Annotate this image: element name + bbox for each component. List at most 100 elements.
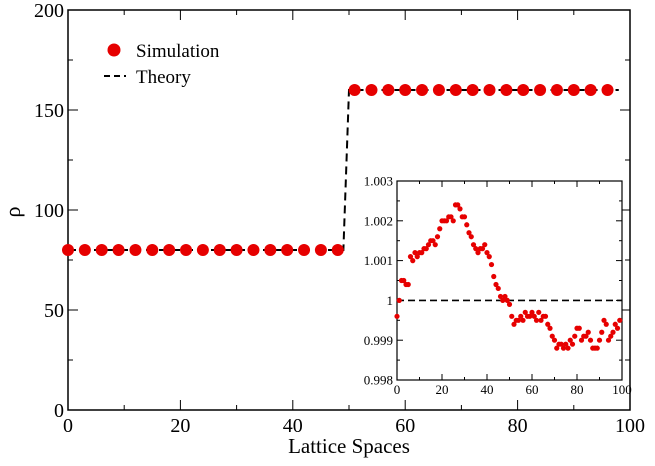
inset-data-point xyxy=(578,337,585,343)
inset-x-tick-label: 60 xyxy=(526,382,539,397)
inset-y-tick-label: 1.003 xyxy=(364,174,393,189)
main-data-point xyxy=(348,84,361,96)
main-data-point xyxy=(382,84,395,96)
inset-data-point xyxy=(515,317,522,323)
main-data-point xyxy=(601,84,614,96)
main-data-point xyxy=(163,244,176,256)
main-data-point xyxy=(500,84,513,96)
inset-data-point xyxy=(538,317,544,323)
legend-simulation-label: Simulation xyxy=(136,41,220,62)
inset-data-point xyxy=(470,242,477,248)
main-data-point xyxy=(62,244,74,256)
inset-data-point xyxy=(531,313,537,319)
inset-data-point xyxy=(412,250,418,256)
inset-x-tick-label: 40 xyxy=(481,382,494,397)
main-data-point xyxy=(449,84,462,96)
main-x-tick-label: 100 xyxy=(615,415,645,437)
inset-data-point xyxy=(504,297,510,303)
inset-data-point xyxy=(450,218,456,224)
inset-plot: 0 20 40 60 80 100 0.998 0.999 1 1.001 1.002 1.003 xyxy=(364,174,632,397)
main-y-tick-label: 100 xyxy=(34,200,64,222)
inset-data-point xyxy=(605,337,612,343)
inset-data-point xyxy=(585,329,591,335)
inset-data-point xyxy=(558,341,564,347)
main-x-tick-label: 20 xyxy=(170,415,190,437)
inset-data-point xyxy=(527,313,533,319)
inset-data-point xyxy=(572,333,578,339)
inset-data-point xyxy=(461,214,468,220)
main-data-point xyxy=(466,84,479,96)
inset-data-point xyxy=(394,313,400,319)
inset-data-point xyxy=(466,230,472,236)
inset-data-point xyxy=(576,325,582,331)
x-axis-label: Lattice Spaces xyxy=(288,434,410,458)
main-data-point xyxy=(483,84,496,96)
main-data-point xyxy=(264,244,277,256)
inset-axis-ticks xyxy=(396,180,623,381)
inset-x-tick-label: 100 xyxy=(612,382,632,397)
inset-data-point xyxy=(587,337,594,343)
inset-data-point xyxy=(410,258,416,264)
inset-data-point xyxy=(423,246,429,252)
main-y-tick-label: 50 xyxy=(44,300,64,322)
inset-data-point xyxy=(401,277,407,284)
inset-data-point xyxy=(495,285,501,292)
main-data-point xyxy=(112,244,125,256)
inset-data-point xyxy=(565,345,571,351)
inset-data-point xyxy=(455,202,461,208)
inset-data-point xyxy=(500,297,506,303)
main-data-point xyxy=(584,84,597,96)
inset-data-point xyxy=(509,313,515,319)
main-x-tick-label: 0 xyxy=(63,415,73,437)
inset-data-point xyxy=(475,250,481,256)
inset-x-tick-label: 0 xyxy=(394,382,401,397)
inset-data-point xyxy=(522,309,528,315)
inset-data-point xyxy=(547,325,553,331)
main-y-tick-labels: 0 50 100 150 200 xyxy=(34,0,64,422)
inset-data-point xyxy=(419,250,425,256)
main-data-point xyxy=(298,244,311,256)
inset-x-tick-label: 20 xyxy=(436,382,449,397)
main-data-point xyxy=(180,244,193,256)
inset-data-point xyxy=(484,250,490,256)
main-data-point xyxy=(331,244,344,256)
inset-data-point xyxy=(520,317,526,323)
main-x-tick-label: 80 xyxy=(508,415,528,437)
main-data-point xyxy=(78,244,91,256)
inset-data-point xyxy=(405,281,411,288)
inset-data-point xyxy=(437,226,443,232)
inset-data-point xyxy=(473,246,479,252)
main-data-point xyxy=(146,244,159,256)
inset-y-tick-label: 1.002 xyxy=(364,213,393,228)
inset-data-point xyxy=(545,321,551,327)
main-data-point xyxy=(534,84,547,96)
inset-data-point xyxy=(414,254,420,260)
inset-data-point xyxy=(583,333,589,339)
inset-data-point xyxy=(614,325,621,331)
inset-data-point xyxy=(448,214,454,220)
main-axis-ticks xyxy=(67,9,631,411)
y-axis-label: ρ xyxy=(0,206,25,217)
legend-simulation-marker xyxy=(107,43,121,57)
main-x-tick-label: 40 xyxy=(283,415,303,437)
main-data-point xyxy=(432,84,445,96)
main-data-point xyxy=(247,244,260,256)
inset-data-point xyxy=(482,242,488,248)
inset-data-point xyxy=(554,345,560,351)
inset-y-tick-labels: 0.998 0.999 1 1.001 1.002 1.003 xyxy=(364,174,393,388)
main-data-point xyxy=(213,244,226,256)
inset-data-point xyxy=(610,329,616,335)
inset-data-point xyxy=(407,254,414,260)
inset-data-point xyxy=(599,329,605,335)
inset-data-point xyxy=(518,313,524,319)
inset-data-point xyxy=(612,321,618,327)
main-data-point xyxy=(567,84,580,96)
inset-data-point xyxy=(464,222,470,228)
inset-data-point xyxy=(434,234,441,240)
inset-data-point xyxy=(493,281,499,288)
inset-data-point xyxy=(601,317,607,323)
main-points-layer xyxy=(62,84,614,256)
inset-data-point xyxy=(479,246,486,252)
